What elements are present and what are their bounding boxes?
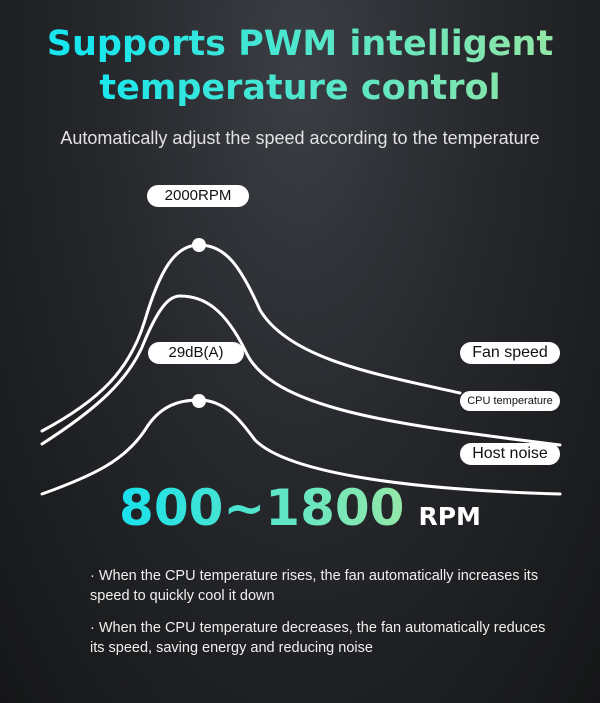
- host-noise-curve: [40, 398, 562, 496]
- header: Supports PWM intelligent temperature con…: [0, 22, 600, 150]
- noise-label: 29dB(A): [148, 342, 244, 364]
- rpm-range-value: 800~1800: [119, 479, 405, 537]
- host-noise-label: Host noise: [460, 443, 560, 465]
- subtitle: Automatically adjust the speed according…: [60, 128, 540, 148]
- headline: Supports PWM intelligent temperature con…: [0, 22, 600, 110]
- peak-rpm-label: 2000RPM: [147, 185, 249, 207]
- fan-speed-peak-dot: [192, 238, 206, 252]
- bullet-temperature-rises: · When the CPU temperature rises, the fa…: [90, 568, 539, 604]
- cpu-temperature-label: CPU temperature: [460, 391, 560, 411]
- rpm-range-unit: RPM: [418, 502, 481, 531]
- host-noise-peak-dot: [192, 394, 206, 408]
- bullet-temperature-decreases: · When the CPU temperature decreases, th…: [90, 620, 546, 656]
- fan-speed-label: Fan speed: [460, 342, 560, 364]
- fan-speed-curve: [40, 243, 462, 433]
- cpu-temperature-curve: [40, 294, 562, 447]
- rpm-range: 800~1800 RPM: [0, 478, 600, 538]
